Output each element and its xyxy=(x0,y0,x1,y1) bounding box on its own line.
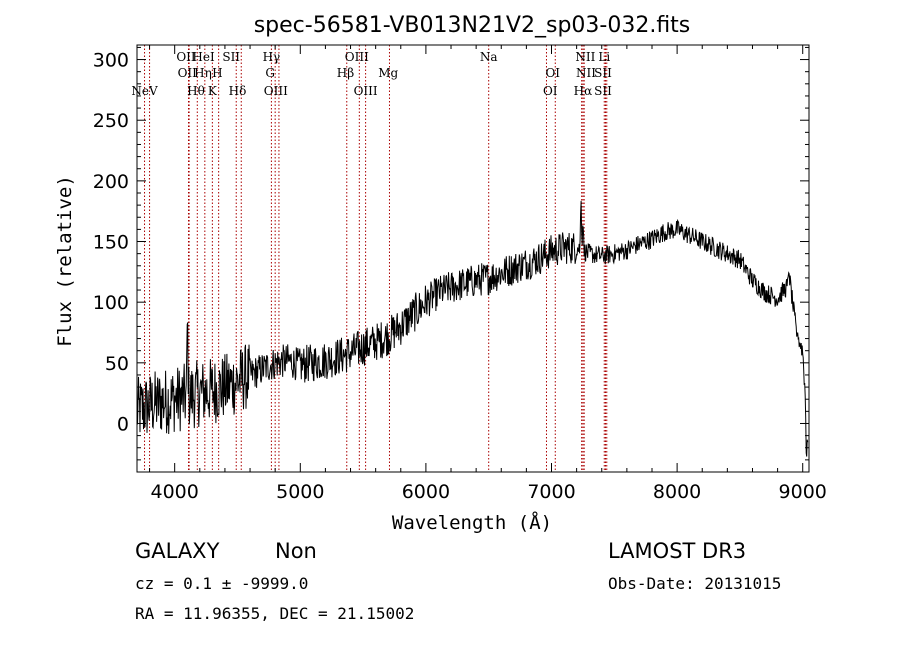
y-tick-label: 200 xyxy=(93,171,129,193)
spectrum-line-group xyxy=(136,200,809,457)
spectrum-line xyxy=(136,200,809,457)
spectral-line-label: SII xyxy=(594,66,612,80)
y-tick-label: 300 xyxy=(93,50,129,72)
spectral-line-label: Hθ xyxy=(187,84,205,98)
spectral-line-label: NII xyxy=(575,50,595,64)
y-tick-label: 0 xyxy=(117,413,129,435)
spectral-line-label: OIII xyxy=(354,84,378,98)
cz-label: cz = 0.1 ± -9999.0 xyxy=(135,574,308,593)
spectral-line-label: OII xyxy=(178,66,198,80)
chart-title: spec-56581-VB013N21V2_sp03-032.fits xyxy=(254,13,691,38)
class-label: GALAXY xyxy=(135,539,220,563)
spectral-line-label: OIII xyxy=(345,50,369,64)
spectral-line-label: H xyxy=(212,66,222,80)
radec-label: RA = 11.96355, DEC = 21.15002 xyxy=(135,604,414,623)
x-tick-label: 7000 xyxy=(527,481,575,503)
y-axis-label: Flux (relative) xyxy=(54,175,76,347)
axis-ticks: 4000 5000 6000 7000 8000 9000 0 50 100 150 200 250 3… xyxy=(93,45,827,503)
spectral-line-label: K xyxy=(208,84,218,98)
spectral-line-label: NII xyxy=(576,66,596,80)
y-tick-label: 50 xyxy=(105,353,129,375)
obsdate-label: Obs-Date: 20131015 xyxy=(608,574,781,593)
spectral-line-label: SII xyxy=(222,50,240,64)
spectral-line-label: HeI xyxy=(192,50,215,64)
spectral-line-label: Mg xyxy=(378,66,398,80)
spectral-line-label: OI xyxy=(545,66,560,80)
spectral-line-label: SII xyxy=(594,84,612,98)
spectral-line-label: G xyxy=(265,66,275,80)
x-axis-label: Wavelength (Å) xyxy=(392,511,552,534)
spectral-line-label: NeV xyxy=(131,84,158,98)
x-tick-label: 6000 xyxy=(402,481,450,503)
x-tick-label: 8000 xyxy=(653,481,701,503)
plot-frame xyxy=(136,44,810,473)
spectral-line-label: Hγ xyxy=(263,50,281,64)
y-tick-label: 250 xyxy=(93,110,129,132)
spectral-line-label: OII xyxy=(176,50,196,64)
spectral-line-label: Na xyxy=(480,50,498,64)
line-labels: NeVOIIOIIHθHeIHηKHSIIHδHγGOIIIOIIIHβOIII… xyxy=(131,50,612,98)
spectral-line-label: Hα xyxy=(574,84,593,98)
subclass-label: Non xyxy=(275,539,317,563)
spectral-line-label: Li xyxy=(598,50,610,64)
spectral-line-label: Hδ xyxy=(229,84,247,98)
x-tick-label: 9000 xyxy=(779,481,827,503)
spectral-line-label: Hβ xyxy=(337,66,354,80)
spectral-line-label: OI xyxy=(543,84,558,98)
spectral-line-label: OIII xyxy=(264,84,288,98)
y-tick-label: 100 xyxy=(93,292,129,314)
x-tick-label: 5000 xyxy=(276,481,324,503)
y-tick-label: 150 xyxy=(93,232,129,254)
survey-label: LAMOST DR3 xyxy=(608,539,746,563)
spectral-line-label: Hη xyxy=(194,66,212,80)
x-tick-label: 4000 xyxy=(151,481,199,503)
